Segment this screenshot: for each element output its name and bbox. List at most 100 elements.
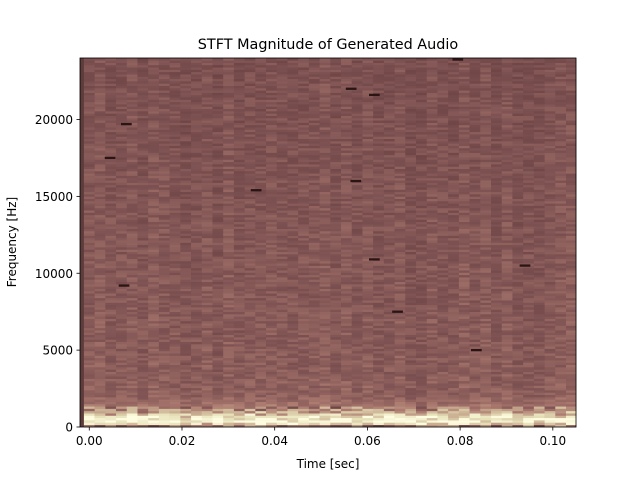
spectrogram-cell (148, 263, 160, 266)
spectrogram-cell (405, 104, 417, 107)
spectrogram-cell (83, 194, 95, 197)
spectrogram-cell (233, 203, 245, 206)
spectrogram-cell (137, 360, 149, 363)
spectrogram-cell (319, 410, 331, 414)
spectrogram-cell (223, 168, 235, 172)
spectrogram-cell (233, 288, 245, 292)
spectrogram-cell (180, 235, 192, 239)
spectrogram-cell (394, 346, 406, 349)
spectrogram-cell (319, 69, 331, 73)
spectrogram-cell (319, 385, 331, 389)
spectrogram-cell (383, 106, 395, 110)
spectrogram-cell (137, 256, 149, 259)
spectrogram-cell (266, 341, 278, 345)
spectrogram-cell (83, 233, 95, 236)
spectrogram-cell (298, 83, 310, 86)
spectrogram-cell (266, 302, 278, 306)
spectrogram-cell (169, 247, 181, 250)
spectrogram-cell (405, 251, 417, 255)
spectrogram-cell (351, 339, 363, 342)
spectrogram-cell (223, 281, 235, 285)
spectrogram-cell (276, 194, 288, 197)
spectrogram-cell (180, 214, 192, 218)
spectrogram-cell (319, 115, 331, 119)
spectrogram-cell (405, 392, 417, 396)
spectrogram-cell (126, 256, 138, 259)
spectrogram-cell (158, 279, 170, 283)
spectrogram-cell (351, 371, 363, 375)
spectrogram-cell (308, 127, 320, 130)
spectrogram-cell (158, 383, 170, 386)
spectrogram-cell (298, 224, 310, 227)
spectrogram-cell (287, 205, 299, 209)
spectrogram-cell (405, 332, 417, 336)
spectrogram-cell (255, 277, 267, 280)
spectrogram-cell (351, 311, 363, 315)
spectrogram-cell (276, 159, 288, 163)
spectrogram-cell (180, 330, 192, 333)
spectrogram-cell (308, 334, 320, 338)
spectrogram-cell (383, 108, 395, 112)
spectrogram-cell (276, 198, 288, 202)
spectrogram-cell (212, 355, 224, 359)
spectrogram-cell (158, 224, 170, 227)
spectrogram-cell (276, 180, 288, 183)
spectrogram-cell (394, 364, 406, 368)
spectrogram-cell (276, 90, 288, 93)
spectrogram-cell (137, 281, 149, 285)
spectrogram-cell (201, 284, 213, 287)
spectrogram-cell (308, 83, 320, 86)
spectrogram-cell (180, 251, 192, 255)
spectrogram-cell (383, 277, 395, 280)
spectrogram-cell (394, 410, 406, 414)
spectrogram-cell (383, 341, 395, 345)
spectrogram-cell (223, 247, 235, 250)
spectrogram-cell (212, 157, 224, 160)
spectrogram-cell (148, 168, 160, 172)
spectrogram-cell (330, 200, 342, 204)
spectrogram-cell (394, 104, 406, 107)
spectrogram-cell (126, 293, 138, 296)
spectrogram-cell (148, 113, 160, 116)
spectrogram-cell (223, 152, 235, 156)
spectrogram-cell (233, 136, 245, 140)
spectrogram-cell (116, 300, 128, 303)
spectrogram-cell (362, 367, 374, 370)
spectrogram-cell (158, 297, 170, 301)
spectrogram-cell (276, 302, 288, 306)
spectrogram-cell (266, 157, 278, 160)
spectrogram-cell (330, 141, 342, 144)
spectrogram-cell (94, 244, 106, 248)
spectrogram-cell (83, 265, 95, 269)
spectrogram-cell (405, 242, 417, 246)
spectrogram-cell (191, 85, 203, 89)
spectrogram-cell (148, 129, 160, 133)
spectrogram-cell (233, 154, 245, 158)
spectrogram-cell (298, 247, 310, 250)
spectrogram-cell (373, 177, 385, 181)
spectrogram-cell (223, 131, 235, 135)
spectrogram-cell (298, 254, 310, 257)
spectrogram-cell (169, 60, 181, 63)
spectrogram-cell (212, 210, 224, 213)
spectrogram-cell (266, 254, 278, 257)
spectrogram-cell (266, 214, 278, 218)
spectrogram-cell (266, 383, 278, 386)
spectrogram-cell (180, 265, 192, 269)
spectrogram-cell (362, 217, 374, 220)
spectrogram-cell (330, 233, 342, 236)
spectrogram-cell (201, 330, 213, 333)
spectrogram-cell (373, 390, 385, 393)
spectrogram-cell (126, 60, 138, 63)
spectrogram-cell (255, 357, 267, 361)
spectrogram-cell (223, 327, 235, 331)
spectrogram-cell (212, 410, 224, 414)
spectrogram-cell (191, 279, 203, 283)
spectrogram-cell (223, 150, 235, 153)
spectrogram-cell (233, 313, 245, 317)
spectrogram-cell (116, 134, 128, 137)
spectrogram-cell (383, 249, 395, 253)
spectrogram-cell (405, 353, 417, 356)
spectrogram-cell (223, 373, 235, 377)
spectrogram-cell (180, 177, 192, 181)
